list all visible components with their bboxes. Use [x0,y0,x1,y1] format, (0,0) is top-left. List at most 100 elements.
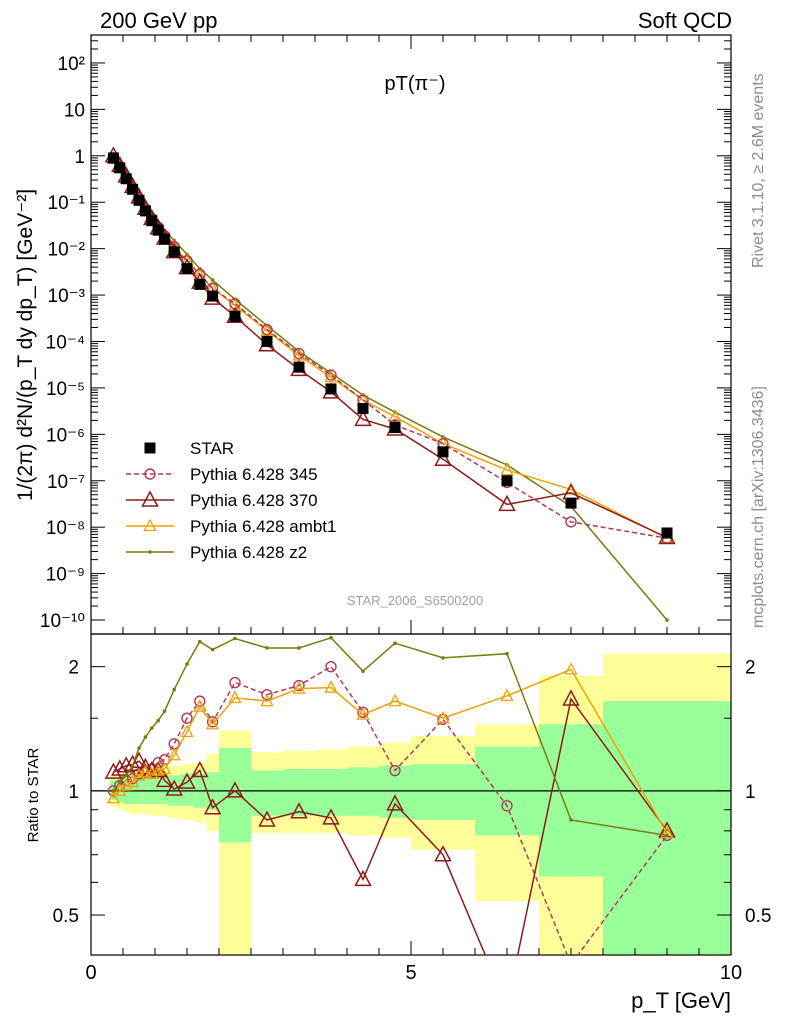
band-green-21 [539,724,603,877]
ratio-point [206,716,219,728]
ratio-point [265,646,269,650]
data-point [665,618,669,622]
ratio-series-3 [111,635,669,838]
ratio-ytick-label-right: 2 [745,658,756,679]
ratio-point [233,636,237,641]
ytick-label: 10⁻³ [48,286,86,307]
ratio-point [261,689,273,701]
data-point [500,462,514,476]
ratio-point [172,687,176,692]
xtick-label: 5 [405,962,416,984]
ratio-line [112,668,668,834]
watermark: STAR_2006_S6500200 [347,593,483,608]
ratio-point [228,690,242,704]
series-1 [107,152,673,544]
data-point [107,152,119,164]
ratio-point [292,681,306,694]
data-point [181,263,193,275]
ratio-point [258,810,276,827]
ratio-point [124,773,128,778]
series-0 [107,152,673,539]
ratio-point [361,669,365,673]
ratio-point [111,789,116,793]
ratio-point [181,712,193,724]
ratio-point [111,759,129,776]
ratio-point [178,772,196,789]
data-point [357,403,369,415]
data-point [261,335,273,347]
legend-label: Pythia 6.428 ambt1 [190,517,336,536]
ratio-point [564,661,578,675]
series-2 [104,146,676,545]
legend-marker [141,490,159,507]
data-point [207,290,219,302]
data-point [159,233,171,245]
ratio-point [501,800,513,812]
ratio-point [500,999,515,1013]
legend-marker [148,550,152,554]
data-point [114,162,126,174]
ratio-point [436,710,450,724]
data-point [210,278,215,282]
header-right: Soft QCD [637,8,732,33]
x-axis-title: p_T [GeV] [631,988,731,1013]
ratio-point [210,647,215,652]
ratio-point [665,833,669,838]
ytick-label: 10 [64,100,85,121]
ratio-point [566,959,576,969]
band-green-15 [283,768,315,816]
data-point [325,369,337,381]
data-point [354,409,372,427]
data-point [228,297,242,311]
ratio-point [143,735,148,739]
data-point [146,215,158,227]
ratio-point [152,757,164,769]
ytick-label: 10⁻¹⁰ [40,611,85,632]
ratio-point [126,774,140,788]
ratio-point [198,639,202,644]
data-point [661,527,673,539]
y-axis-title: 1/(2π) d²N/(p_T dy dp_T) [GeV⁻²] [14,189,37,501]
ratio-bands [110,653,731,955]
ratio-point [500,688,514,701]
ratio-point [325,660,337,673]
ratio-point [193,699,207,712]
ratio-point [322,808,340,825]
ratio-point [185,662,189,666]
band-green-19 [411,764,475,820]
data-point [293,361,305,373]
legend-label: Pythia 6.428 z2 [190,543,307,562]
band-green-17 [347,767,379,816]
band-green-14 [251,770,283,816]
ratio-point [119,778,133,791]
ratio-point [356,707,370,720]
data-point [501,475,513,487]
ratio-point [191,760,209,778]
ytick-label: 10⁻¹ [48,193,86,214]
ratio-point [569,818,573,822]
ytick-label: 10² [58,54,85,75]
ratio-point [206,716,220,730]
ratio-point [290,802,308,819]
ratio-axis-title: Ratio to STAR [25,747,42,842]
data-point [565,497,577,509]
legend-label: STAR [190,439,234,458]
data-point [261,323,273,336]
ytick-label: 10⁻⁶ [46,425,85,446]
series-3 [106,151,674,544]
ytick-label: 10⁻⁵ [46,379,85,400]
ratio-point [229,676,241,689]
data-point [498,494,516,512]
data-point [325,383,337,395]
ratio-point [158,761,172,775]
ratio-point [203,798,222,815]
data-point [139,205,151,217]
legend-label: Pythia 6.428 370 [190,491,318,510]
ratio-point [180,724,194,737]
ratio-point [167,747,181,761]
data-point [120,173,132,185]
ratio-point [117,756,135,773]
data-point [437,446,449,458]
ratio-point [260,693,274,707]
ratio-point [562,689,580,706]
